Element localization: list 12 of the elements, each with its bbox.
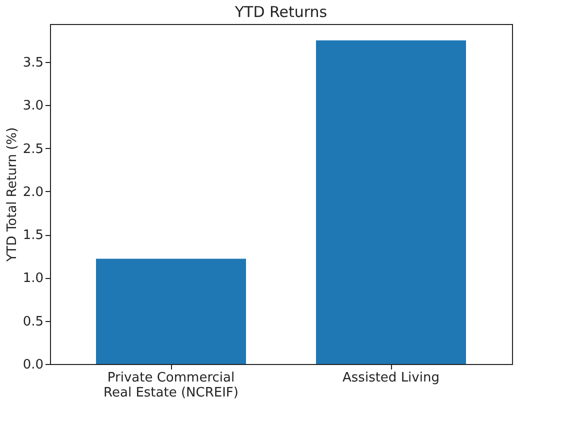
y-tick-label: 1.5 (22, 228, 44, 244)
x-tick-label: Assisted Living (342, 370, 440, 386)
y-tick-label: 2.0 (22, 184, 44, 200)
y-tick-label: 0.0 (22, 358, 44, 372)
y-axis-title: YTD Total Return (%) (4, 127, 20, 263)
y-tick-label: 3.5 (22, 55, 44, 70)
chart-title: YTD Returns (234, 3, 328, 21)
y-tick-label: 3.0 (22, 98, 44, 114)
y-tick-label: 0.5 (22, 314, 44, 330)
y-tick-label: 2.5 (22, 142, 44, 157)
x-tick-label: Private Commercial Real Estate (NCREIF) (104, 370, 238, 400)
y-tick-label: 1.0 (22, 271, 44, 286)
